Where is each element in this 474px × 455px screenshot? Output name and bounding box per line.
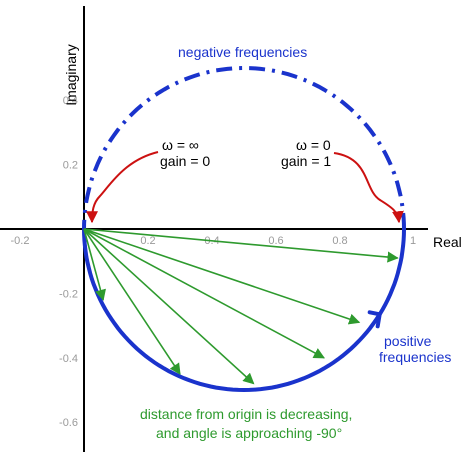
y-tick-labels: 0.4 0.2 -0.2 -0.4 -0.6 <box>59 95 78 429</box>
magnitude-vector <box>83 228 255 385</box>
distance-note-line2: and angle is approaching -90° <box>156 425 342 441</box>
y-tick-label: -0.4 <box>59 353 78 365</box>
omega-zero-arrow <box>333 152 404 224</box>
y-axis-title: Imaginary <box>63 44 79 105</box>
magnitude-vector <box>83 228 325 359</box>
magnitude-vector <box>83 228 361 325</box>
x-tick-label: 1 <box>410 235 416 247</box>
magnitude-vector <box>83 228 106 301</box>
x-tick-label: -0.2 <box>11 235 30 247</box>
omega-inf-label: ω = ∞ <box>162 137 199 153</box>
positive-frequencies-label-line2: frequencies <box>379 349 451 365</box>
positive-direction-arrowhead <box>367 310 382 329</box>
positive-frequency-curve <box>82 228 406 393</box>
y-tick-label: 0.4 <box>63 95 78 107</box>
omega-inf-arrow <box>86 151 159 224</box>
magnitude-vector <box>83 228 399 263</box>
gain-zero-label: gain = 0 <box>160 153 210 169</box>
y-tick-label: 0.2 <box>63 160 78 172</box>
distance-note-line1: distance from origin is decreasing, <box>140 406 352 422</box>
positive-frequencies-label: positive <box>384 333 432 349</box>
x-tick-label: 0.6 <box>268 235 283 247</box>
x-axis-title: Real <box>433 234 462 250</box>
negative-frequency-curve <box>82 65 406 230</box>
gain-one-label: gain = 1 <box>281 153 331 169</box>
magnitude-vectors <box>83 228 399 385</box>
negative-frequencies-label: negative frequencies <box>178 44 307 60</box>
x-tick-label: 0.2 <box>140 235 155 247</box>
omega-zero-label: ω = 0 <box>296 137 331 153</box>
magnitude-vector <box>83 228 181 375</box>
x-tick-label: 0.8 <box>332 235 347 247</box>
y-tick-label: -0.2 <box>59 288 78 300</box>
y-tick-label: -0.6 <box>59 417 78 429</box>
